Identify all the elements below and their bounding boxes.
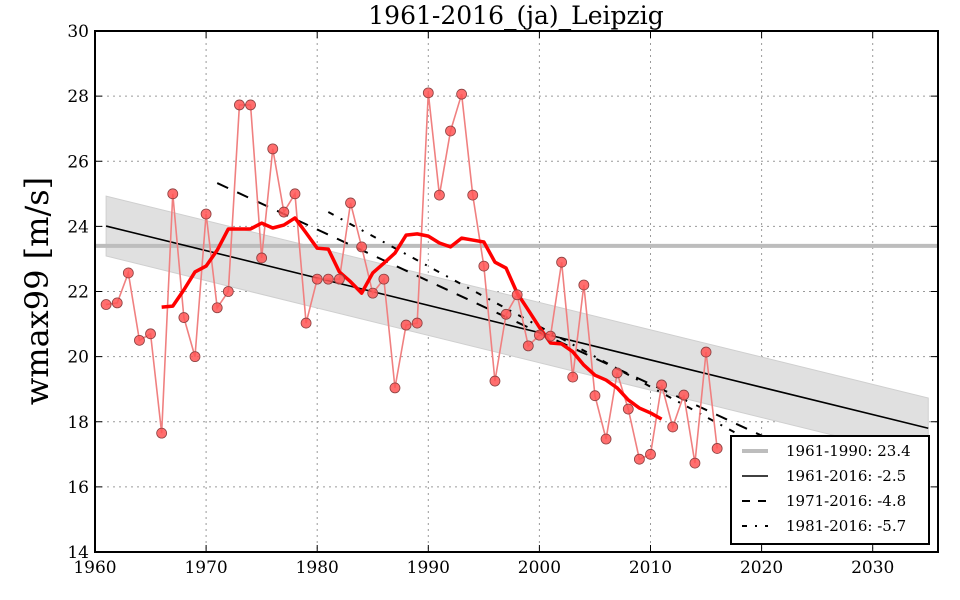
data-point xyxy=(611,367,623,379)
x-tick-label: 1960 xyxy=(73,558,116,578)
data-point xyxy=(700,346,712,358)
axis-ticks: 1960 1970 1980 1990 2000 2010 2020 203014161820… xyxy=(67,22,938,578)
data-point xyxy=(522,340,534,352)
data-point xyxy=(234,99,245,111)
data-point xyxy=(200,208,212,220)
y-tick-label: 30 xyxy=(67,22,89,42)
data-point xyxy=(556,256,568,268)
data-point xyxy=(589,390,601,402)
smoothed-series-line xyxy=(161,216,663,421)
data-point xyxy=(267,143,279,155)
data-point xyxy=(545,330,556,342)
data-point xyxy=(156,427,168,439)
data-point xyxy=(211,302,223,314)
data-point xyxy=(478,260,490,272)
data-point xyxy=(222,286,234,297)
data-point xyxy=(334,273,345,285)
x-tick-label: 1970 xyxy=(184,558,227,578)
data-point xyxy=(167,188,179,200)
data-point xyxy=(122,267,134,279)
annual-series-line xyxy=(105,92,718,464)
data-point xyxy=(633,453,645,465)
data-point xyxy=(500,308,512,320)
x-tick-label: 2010 xyxy=(629,558,672,578)
chart-title: 1961-2016_(ja)_Leipzig xyxy=(368,1,663,30)
data-point xyxy=(300,317,312,329)
data-point xyxy=(278,206,290,218)
data-point xyxy=(711,443,723,454)
data-point xyxy=(178,312,190,323)
data-point xyxy=(256,252,268,264)
data-point xyxy=(345,197,356,209)
data-point xyxy=(445,125,456,137)
data-point xyxy=(189,351,201,363)
data-point xyxy=(567,371,579,383)
data-point xyxy=(467,189,479,201)
data-point xyxy=(378,273,390,285)
y-tick-label: 26 xyxy=(67,152,89,172)
legend-label: 1961-1990: 23.4 xyxy=(786,442,911,460)
data-point xyxy=(434,189,445,201)
legend-label: 1971-2016: -4.8 xyxy=(786,492,906,510)
legend: 1961-1990: 23.4 1961-2016: -2.5 1971-2016:… xyxy=(730,435,930,545)
data-point xyxy=(689,457,701,469)
data-point xyxy=(289,188,301,200)
y-tick-label: 16 xyxy=(67,478,89,498)
y-axis-label: wmax99 [m/s] xyxy=(18,177,56,405)
data-point xyxy=(511,289,523,301)
data-point xyxy=(678,389,690,401)
data-point xyxy=(667,421,679,433)
y-tick-label: 24 xyxy=(67,217,89,237)
data-point xyxy=(145,328,156,340)
data-point xyxy=(245,99,256,111)
data-point xyxy=(100,299,112,310)
data-point xyxy=(111,297,123,309)
data-point xyxy=(411,317,423,329)
y-tick-label: 18 xyxy=(67,413,89,433)
data-point xyxy=(600,433,612,445)
x-tick-label: 1980 xyxy=(296,558,339,578)
x-tick-label: 2030 xyxy=(851,558,894,578)
legend-label: 1961-2016: -2.5 xyxy=(786,467,906,485)
x-tick-label: 2020 xyxy=(740,558,783,578)
data-point xyxy=(134,334,145,346)
legend-label: 1981-2016: -5.7 xyxy=(786,517,906,535)
trend-line-1961-2016 xyxy=(105,225,929,430)
plot-area xyxy=(95,87,938,539)
y-tick-label: 22 xyxy=(67,283,89,303)
y-tick-label: 14 xyxy=(67,543,89,563)
data-point xyxy=(389,382,401,394)
y-tick-label: 20 xyxy=(67,348,89,368)
x-tick-label: 2000 xyxy=(518,558,561,578)
data-point xyxy=(456,88,468,100)
data-point xyxy=(367,287,379,299)
data-point xyxy=(645,448,656,460)
data-point xyxy=(322,273,334,285)
data-point xyxy=(400,319,412,331)
data-point xyxy=(311,273,323,285)
data-point xyxy=(578,279,590,291)
data-point xyxy=(489,375,501,387)
data-point xyxy=(356,241,368,253)
data-point xyxy=(534,329,545,341)
data-point xyxy=(622,403,634,415)
x-tick-label: 1990 xyxy=(407,558,450,578)
y-tick-label: 28 xyxy=(67,87,89,107)
data-point xyxy=(656,379,668,391)
legend-box xyxy=(730,435,930,545)
trend-line-1981-2016 xyxy=(327,211,929,539)
data-point xyxy=(422,87,434,99)
